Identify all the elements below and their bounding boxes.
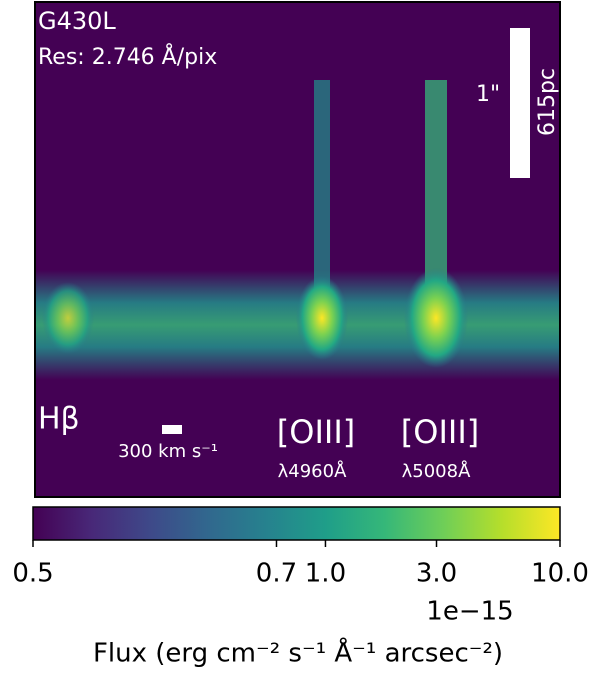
emission-blob — [296, 276, 348, 360]
line-streak — [425, 80, 447, 290]
colorbar-gradient — [32, 506, 561, 541]
tick-label: 0.5 — [12, 559, 53, 589]
tick-label: 1.0 — [305, 559, 346, 589]
tick-label: 10.0 — [531, 559, 589, 589]
line-streak — [314, 80, 330, 290]
image-frame — [34, 1, 561, 498]
annotation: [OIII] — [401, 413, 479, 451]
emission-blob — [42, 282, 94, 354]
annotation: 300 km s⁻¹ — [118, 441, 218, 462]
colorbar-label: Flux (erg cm⁻² s⁻¹ Å⁻¹ arcsec⁻²) — [93, 637, 503, 669]
annotation: Hβ — [38, 402, 80, 437]
scale-bar — [510, 28, 530, 178]
tick-label: 3.0 — [416, 559, 457, 589]
emission-blob — [404, 268, 468, 368]
annotation: λ5008Å — [402, 460, 471, 482]
annotation: Res: 2.746 Å/pix — [38, 43, 217, 70]
annotation: λ4960Å — [278, 460, 347, 482]
annotation: 1" — [476, 82, 500, 107]
colorbar: 1e−15 Flux (erg cm⁻² s⁻¹ Å⁻¹ arcsec⁻²) 0… — [12, 506, 589, 669]
annotation: G430L — [38, 7, 116, 35]
offset-text: 1e−15 — [426, 597, 513, 627]
annotation: 615pc — [535, 68, 560, 136]
velocity-bar — [162, 425, 182, 434]
annotation: [OIII] — [277, 413, 355, 451]
spectral-image: G430L Res: 2.746 Å/pix 1" 615pc Hβ 300 k… — [34, 1, 561, 498]
tick-label: 0.7 — [256, 559, 297, 589]
